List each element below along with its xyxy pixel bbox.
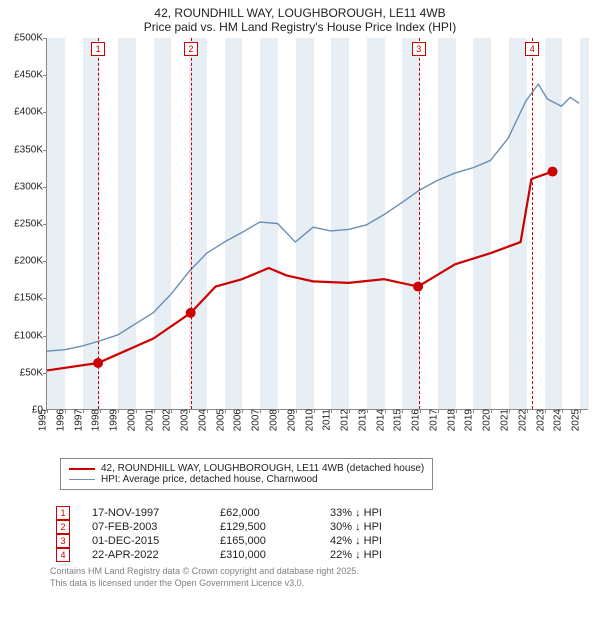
x-tick — [580, 409, 581, 413]
legend-swatch — [69, 468, 95, 470]
title-line-2: Price paid vs. HM Land Registry's House … — [0, 20, 600, 34]
sales-row-idx: 2 — [56, 520, 70, 534]
sales-table: 117-NOV-1997£62,00033% ↓ HPI207-FEB-2003… — [56, 506, 600, 562]
sales-row-pct: 22% ↓ HPI — [330, 549, 382, 561]
sale-marker-line — [419, 38, 420, 409]
footer-line-2: This data is licensed under the Open Gov… — [50, 578, 600, 590]
sale-point — [548, 167, 558, 177]
y-tick — [43, 224, 47, 225]
sales-row-price: £165,000 — [220, 535, 330, 547]
x-tick-label: 2025 — [556, 409, 581, 431]
sale-marker-badge: 3 — [412, 42, 426, 56]
sales-row-date: 01-DEC-2015 — [70, 535, 220, 547]
title-line-1: 42, ROUNDHILL WAY, LOUGHBOROUGH, LE11 4W… — [0, 6, 600, 20]
legend-label: 42, ROUNDHILL WAY, LOUGHBOROUGH, LE11 4W… — [101, 463, 424, 474]
sales-row-idx: 1 — [56, 506, 70, 520]
y-tick — [43, 38, 47, 39]
series-hpi — [47, 84, 579, 351]
legend-row: HPI: Average price, detached house, Char… — [69, 474, 424, 485]
sales-row: 422-APR-2022£310,00022% ↓ HPI — [56, 548, 600, 562]
plot-area: £0£50K£100K£150K£200K£250K£300K£350K£400… — [46, 38, 588, 410]
sales-row-pct: 42% ↓ HPI — [330, 535, 382, 547]
sales-row-pct: 33% ↓ HPI — [330, 507, 382, 519]
legend-label: HPI: Average price, detached house, Char… — [101, 474, 318, 485]
sales-row-price: £62,000 — [220, 507, 330, 519]
y-tick — [43, 373, 47, 374]
y-tick — [43, 187, 47, 188]
sales-row-pct: 30% ↓ HPI — [330, 521, 382, 533]
footer-line-1: Contains HM Land Registry data © Crown c… — [50, 566, 600, 578]
footer-attribution: Contains HM Land Registry data © Crown c… — [50, 566, 600, 589]
sales-row-idx: 4 — [56, 548, 70, 562]
sale-marker-badge: 2 — [184, 42, 198, 56]
y-tick — [43, 298, 47, 299]
series-price_paid — [47, 172, 553, 371]
y-tick — [43, 75, 47, 76]
legend-row: 42, ROUNDHILL WAY, LOUGHBOROUGH, LE11 4W… — [69, 463, 424, 474]
sales-row-date: 17-NOV-1997 — [70, 507, 220, 519]
y-tick — [43, 150, 47, 151]
y-tick — [43, 336, 47, 337]
sales-row-idx: 3 — [56, 534, 70, 548]
legend: 42, ROUNDHILL WAY, LOUGHBOROUGH, LE11 4W… — [60, 458, 433, 490]
sale-marker-badge: 4 — [525, 42, 539, 56]
sales-row: 207-FEB-2003£129,50030% ↓ HPI — [56, 520, 600, 534]
chart-svg — [47, 38, 588, 409]
sales-row-date: 07-FEB-2003 — [70, 521, 220, 533]
sales-row-price: £310,000 — [220, 549, 330, 561]
chart-title: 42, ROUNDHILL WAY, LOUGHBOROUGH, LE11 4W… — [0, 6, 600, 34]
sale-marker-line — [191, 38, 192, 409]
y-tick — [43, 261, 47, 262]
legend-swatch — [69, 479, 95, 480]
sale-marker-line — [98, 38, 99, 409]
sale-marker-line — [532, 38, 533, 409]
sales-row-price: £129,500 — [220, 521, 330, 533]
sales-row: 301-DEC-2015£165,00042% ↓ HPI — [56, 534, 600, 548]
y-tick — [43, 112, 47, 113]
sale-marker-badge: 1 — [91, 42, 105, 56]
sales-row: 117-NOV-1997£62,00033% ↓ HPI — [56, 506, 600, 520]
sales-row-date: 22-APR-2022 — [70, 549, 220, 561]
